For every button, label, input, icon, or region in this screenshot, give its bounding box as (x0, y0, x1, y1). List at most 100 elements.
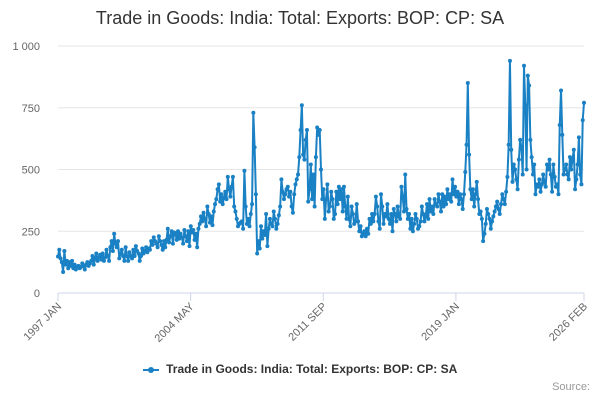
data-point[interactable] (571, 147, 576, 152)
data-point[interactable] (463, 169, 468, 174)
data-point[interactable] (449, 199, 454, 204)
data-point[interactable] (578, 172, 583, 177)
data-point[interactable] (349, 204, 354, 209)
data-point[interactable] (343, 204, 348, 209)
data-point[interactable] (532, 162, 537, 167)
data-point[interactable] (293, 182, 298, 187)
data-point[interactable] (183, 234, 188, 239)
data-point[interactable] (136, 251, 141, 256)
data-point[interactable] (288, 189, 293, 194)
data-point[interactable] (447, 192, 452, 197)
data-point[interactable] (454, 194, 459, 199)
data-point[interactable] (381, 221, 386, 226)
data-point[interactable] (372, 211, 377, 216)
data-point[interactable] (537, 177, 542, 182)
data-point[interactable] (483, 221, 488, 226)
data-point[interactable] (259, 224, 263, 229)
data-point[interactable] (179, 235, 184, 240)
data-point[interactable] (266, 226, 271, 231)
data-point[interactable] (555, 182, 560, 187)
data-point[interactable] (516, 157, 521, 162)
data-point[interactable] (387, 221, 392, 226)
data-point[interactable] (525, 73, 530, 78)
data-point[interactable] (559, 88, 564, 93)
data-point[interactable] (113, 241, 118, 246)
data-point[interactable] (170, 241, 175, 246)
data-point[interactable] (506, 142, 511, 147)
data-point[interactable] (436, 192, 441, 197)
data-point[interactable] (107, 258, 112, 263)
data-point[interactable] (390, 229, 395, 234)
data-point[interactable] (327, 204, 332, 209)
data-point[interactable] (215, 187, 220, 192)
data-point[interactable] (239, 219, 244, 224)
data-point[interactable] (105, 253, 110, 258)
data-point[interactable] (138, 253, 143, 258)
data-point[interactable] (242, 168, 247, 173)
data-point[interactable] (214, 197, 219, 202)
data-point[interactable] (154, 241, 159, 246)
data-point[interactable] (119, 247, 124, 252)
data-point[interactable] (401, 209, 406, 214)
data-point[interactable] (91, 262, 96, 267)
data-point[interactable] (187, 244, 192, 249)
data-point[interactable] (262, 232, 267, 237)
data-point[interactable] (301, 152, 306, 157)
data-point[interactable] (140, 246, 145, 251)
data-point[interactable] (469, 197, 474, 202)
data-point[interactable] (132, 253, 137, 258)
data-point[interactable] (407, 211, 412, 216)
data-point[interactable] (126, 258, 131, 263)
data-point[interactable] (294, 177, 299, 182)
data-point[interactable] (186, 229, 191, 234)
data-point[interactable] (273, 216, 278, 221)
data-point[interactable] (211, 209, 216, 214)
data-point[interactable] (206, 211, 211, 216)
data-point[interactable] (354, 202, 359, 207)
data-point[interactable] (476, 197, 481, 202)
data-point[interactable] (339, 187, 344, 192)
data-point[interactable] (57, 247, 62, 252)
data-point[interactable] (550, 189, 555, 194)
data-point[interactable] (439, 209, 444, 214)
data-point[interactable] (59, 260, 64, 265)
data-point[interactable] (445, 187, 450, 192)
data-point[interactable] (233, 209, 238, 214)
data-point[interactable] (265, 244, 270, 249)
data-point[interactable] (557, 123, 562, 128)
data-point[interactable] (202, 216, 207, 221)
data-point[interactable] (375, 204, 380, 209)
data-point[interactable] (561, 172, 566, 177)
data-point[interactable] (271, 209, 276, 214)
data-point[interactable] (110, 249, 115, 254)
data-point[interactable] (460, 207, 465, 212)
data-point[interactable] (62, 249, 67, 254)
data-point[interactable] (298, 127, 303, 132)
data-point[interactable] (560, 132, 565, 137)
data-point[interactable] (500, 192, 505, 197)
data-point[interactable] (159, 242, 164, 247)
series-line[interactable] (57, 59, 585, 273)
data-point[interactable] (356, 219, 361, 224)
data-point[interactable] (100, 251, 105, 256)
data-point[interactable] (321, 187, 326, 192)
data-point[interactable] (533, 192, 538, 197)
data-point[interactable] (205, 204, 210, 209)
data-point[interactable] (507, 58, 512, 63)
data-point[interactable] (216, 182, 221, 187)
data-point[interactable] (442, 194, 447, 199)
series-group[interactable] (56, 58, 586, 274)
data-point[interactable] (244, 221, 249, 226)
data-point[interactable] (200, 219, 205, 224)
data-point[interactable] (541, 172, 546, 177)
data-point[interactable] (472, 204, 477, 209)
data-point[interactable] (278, 204, 283, 209)
data-point[interactable] (218, 199, 223, 204)
data-point[interactable] (223, 189, 228, 194)
data-point[interactable] (247, 224, 252, 229)
data-point[interactable] (116, 239, 120, 244)
data-point[interactable] (296, 172, 301, 177)
data-point[interactable] (364, 226, 369, 231)
data-point[interactable] (315, 125, 320, 130)
data-point[interactable] (66, 266, 71, 271)
